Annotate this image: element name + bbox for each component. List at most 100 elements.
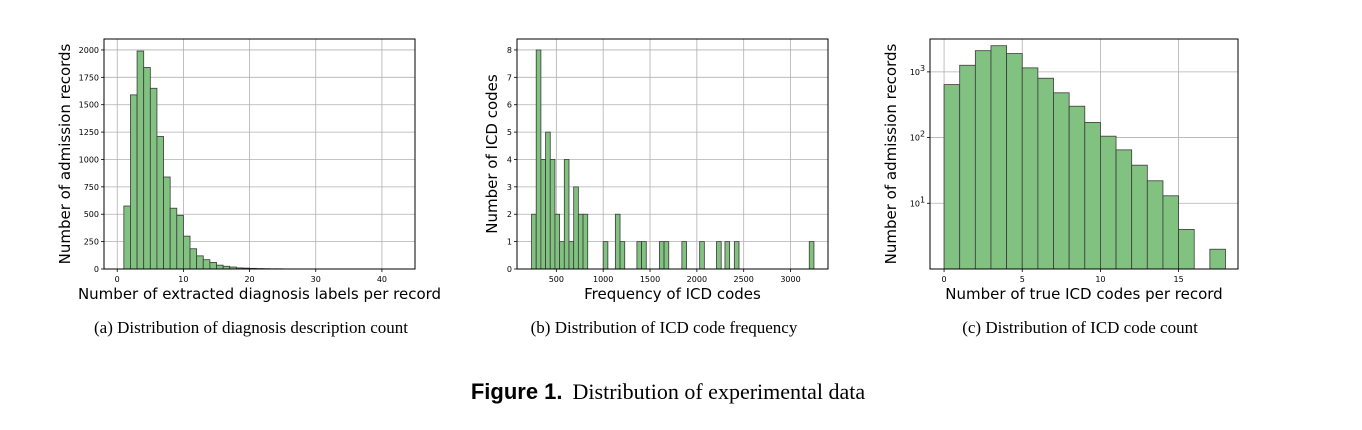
- histogram-bar: [573, 186, 579, 270]
- x-tick-label: 3000: [780, 275, 800, 284]
- y-tick-label: 7: [507, 73, 512, 82]
- histogram-bar: [535, 49, 542, 270]
- histogram-bar: [1021, 67, 1039, 270]
- y-tick-label: 1000: [79, 155, 99, 164]
- panel-b: 500 1000 1500 2000 2500 3000 0 1 2 3 4 5 6 7 8 Frequenc…: [483, 38, 829, 303]
- histogram-bar: [716, 241, 722, 270]
- histogram-bar: [663, 241, 670, 270]
- plot-frame: [516, 38, 829, 270]
- histogram-bar: [149, 87, 158, 270]
- histogram-bar: [1146, 180, 1164, 270]
- histogram-bar: [559, 241, 565, 270]
- x-tick-label: 30: [311, 275, 321, 284]
- histogram-bar: [1178, 229, 1195, 270]
- y-tick-label: 2: [507, 210, 512, 219]
- y-axis-label: Number of admission records: [56, 43, 74, 264]
- histogram-bar: [974, 50, 992, 270]
- y-tick-label: 750: [84, 183, 99, 192]
- plot-frame: [929, 38, 1239, 270]
- histogram-bar: [1115, 149, 1133, 270]
- histogram-bar: [1084, 122, 1101, 270]
- histogram-bar: [582, 213, 589, 270]
- histogram-bar: [658, 241, 665, 270]
- x-tick-label: 2500: [734, 275, 754, 284]
- y-tick-exponent: 2: [920, 130, 925, 139]
- histogram-bar: [641, 241, 647, 270]
- histogram-bar: [959, 64, 976, 270]
- histogram-bar: [602, 241, 609, 270]
- caption-c: (c) Distribution of ICD code count: [962, 318, 1198, 337]
- histogram-bar: [1053, 92, 1070, 270]
- histogram-bar: [156, 136, 164, 270]
- figure-number: Figure 1.: [471, 379, 563, 404]
- histogram-bar: [1006, 53, 1023, 270]
- histogram-bar: [1068, 105, 1086, 270]
- histogram-bar: [808, 241, 815, 270]
- histogram-bar: [577, 213, 584, 270]
- histogram-bar: [1209, 248, 1226, 270]
- histogram-bar: [163, 176, 171, 270]
- histogram-bar: [549, 159, 556, 270]
- x-tick-label: 10: [1095, 275, 1105, 284]
- y-tick-label: 8: [507, 46, 512, 55]
- histogram-bar: [619, 241, 626, 270]
- figure-caption: Figure 1. Distribution of experimental d…: [471, 379, 866, 404]
- histogram-bar: [733, 241, 740, 270]
- y-tick-label: 6: [507, 101, 512, 110]
- histogram-bar: [699, 241, 705, 270]
- histogram-bar: [724, 241, 731, 270]
- histogram-bar: [636, 241, 642, 270]
- x-axis-label: Number of extracted diagnosis labels per…: [78, 285, 441, 303]
- y-tick-label: 5: [507, 128, 512, 137]
- x-tick-label: 0: [942, 275, 947, 284]
- histogram-bar: [990, 45, 1008, 270]
- histogram-bar: [563, 159, 570, 270]
- histogram-bar: [681, 241, 687, 270]
- x-tick-label: 40: [377, 275, 387, 284]
- histogram-bar: [189, 248, 198, 270]
- histogram-bar: [216, 264, 224, 270]
- y-tick-label: 500: [84, 210, 99, 219]
- histogram-bar: [1131, 164, 1148, 270]
- caption-b: (b) Distribution of ICD code frequency: [531, 318, 798, 337]
- y-tick-label: 3: [507, 183, 512, 192]
- y-tick-label: 1500: [79, 101, 99, 110]
- histogram-bar: [554, 213, 561, 270]
- y-tick-label: 0: [507, 265, 512, 274]
- y-tick-label: 0: [94, 265, 99, 274]
- y-tick-exponent: 3: [920, 64, 925, 73]
- x-axis-label: Frequency of ICD codes: [584, 285, 761, 303]
- histogram-bar: [143, 67, 151, 270]
- x-tick-label: 5: [1020, 275, 1025, 284]
- y-tick-label: 1250: [79, 128, 99, 137]
- x-tick-label: 1000: [593, 275, 613, 284]
- y-tick-label: 2000: [79, 46, 99, 55]
- histogram-bar: [183, 235, 191, 270]
- x-tick-label: 2000: [687, 275, 707, 284]
- figure-title: Distribution of experimental data: [573, 379, 866, 404]
- y-tick-label: 4: [507, 155, 512, 164]
- histogram-bar: [1100, 135, 1117, 270]
- histogram-bar: [130, 94, 138, 270]
- y-axis-label: Number of ICD codes: [483, 74, 501, 234]
- histogram-bar: [1037, 77, 1054, 270]
- y-tick-label: 1: [507, 238, 512, 247]
- x-tick-label: 15: [1173, 275, 1183, 284]
- x-tick-label: 20: [244, 275, 254, 284]
- histogram-bar: [1162, 195, 1179, 270]
- x-tick-label: 500: [549, 275, 564, 284]
- y-tick-label: 1750: [79, 73, 99, 82]
- x-axis-label: Number of true ICD codes per record: [945, 285, 1222, 303]
- histogram-bar: [196, 255, 204, 270]
- y-tick-label: 10: [910, 68, 920, 77]
- histogram-bar: [176, 214, 184, 270]
- histogram-bar: [531, 213, 537, 270]
- x-tick-label: 10: [178, 275, 188, 284]
- y-tick-exponent: 1: [920, 195, 925, 204]
- caption-a: (a) Distribution of diagnosis descriptio…: [94, 318, 408, 337]
- y-tick-label: 10: [910, 199, 920, 208]
- panel-a: 0 10 20 30 40 0 250 500 750 1000 1250 1500 1750 2000 N…: [56, 38, 441, 303]
- histogram-bar: [169, 207, 178, 270]
